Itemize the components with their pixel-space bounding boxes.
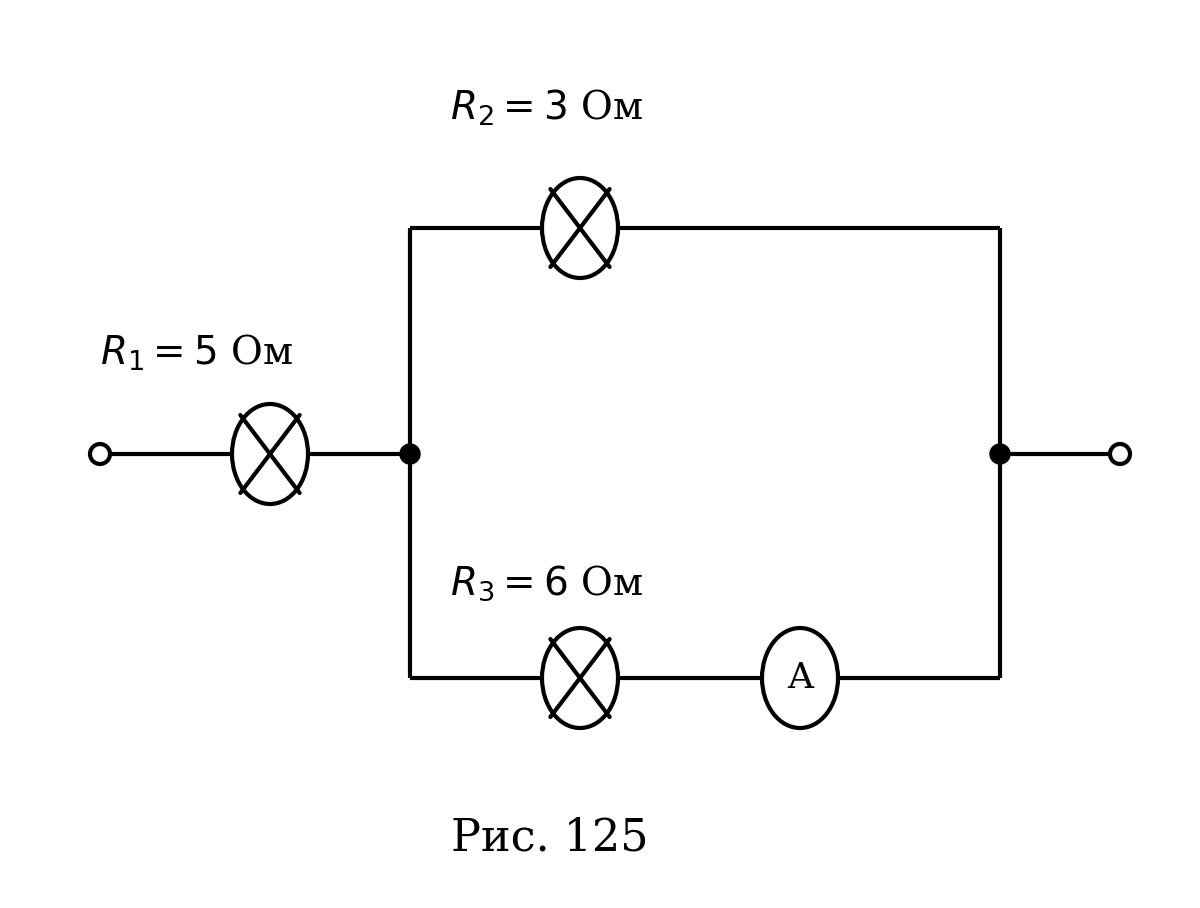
Circle shape [400,444,420,464]
Text: Рис. 125: Рис. 125 [451,816,649,860]
Text: $R_1 = 5$ Ом: $R_1 = 5$ Ом [100,333,293,373]
Text: $R_3 = 6$ Ом: $R_3 = 6$ Ом [450,563,643,603]
Text: $R_2 = 3$ Ом: $R_2 = 3$ Ом [450,88,643,128]
Circle shape [1110,444,1130,464]
Ellipse shape [762,628,838,728]
Ellipse shape [542,178,618,278]
Circle shape [990,444,1010,464]
Ellipse shape [542,628,618,728]
Circle shape [90,444,110,464]
Ellipse shape [232,404,308,504]
Text: A: A [787,661,814,695]
